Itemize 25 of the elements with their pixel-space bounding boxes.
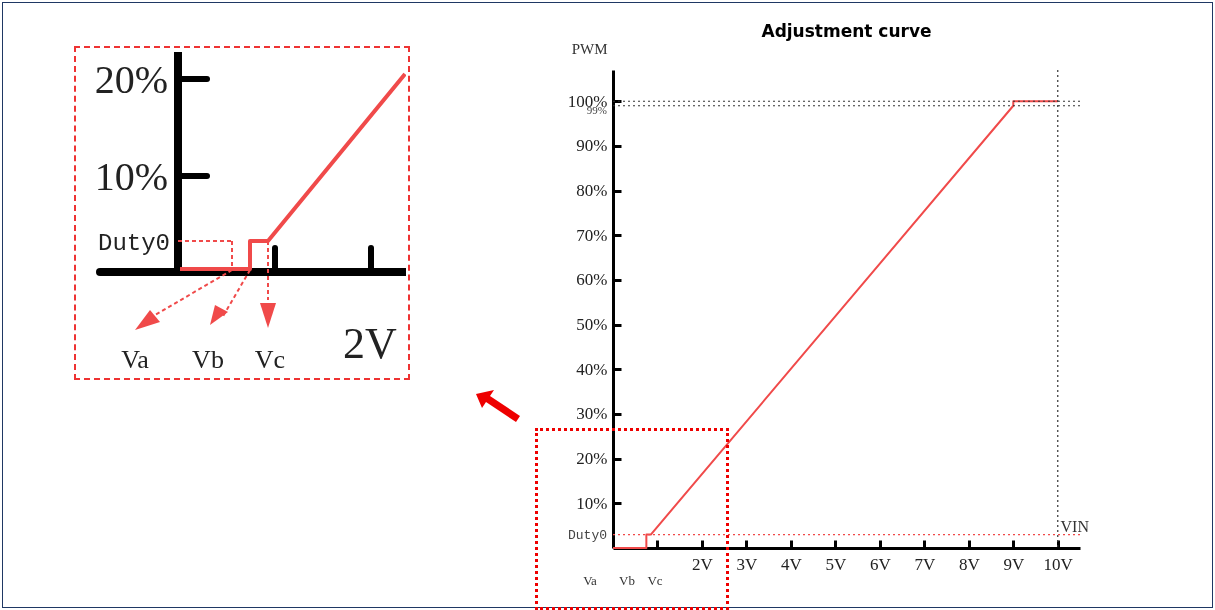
x-tick-label: 8V xyxy=(958,554,981,574)
y-tick-label: 50% xyxy=(576,315,608,335)
y-tick-label: 10% xyxy=(576,493,608,513)
x-tick-label: 2V xyxy=(692,554,714,574)
y-tick-label: 60% xyxy=(576,270,608,290)
x-axis-title: VIN xyxy=(1060,517,1090,535)
x-tick-label: 4V xyxy=(781,554,803,574)
y-tick-label: 70% xyxy=(576,225,608,245)
x-tick-label: 10V xyxy=(1043,554,1074,574)
x-tick-label: 5V xyxy=(825,554,847,574)
chart-title: Adjustment curve xyxy=(761,21,932,41)
x-tick-label: 3V xyxy=(736,554,759,574)
y-tick-label: 30% xyxy=(576,404,608,424)
text: Vc xyxy=(647,573,663,588)
y-tick-label: 90% xyxy=(576,136,608,156)
y-tick-label: 80% xyxy=(576,181,608,201)
x-tick-label: 7V xyxy=(914,554,936,574)
y-axis-title: PWM xyxy=(571,40,608,57)
text: Vb xyxy=(619,573,635,588)
y-tick-label: 40% xyxy=(576,359,608,379)
y-tick-label: 20% xyxy=(576,449,608,469)
ref-line-label: Duty0 xyxy=(567,527,607,543)
x-tick-label: 9V xyxy=(1003,554,1025,574)
x-tick-label: 6V xyxy=(869,554,892,574)
text: Va xyxy=(583,573,598,588)
